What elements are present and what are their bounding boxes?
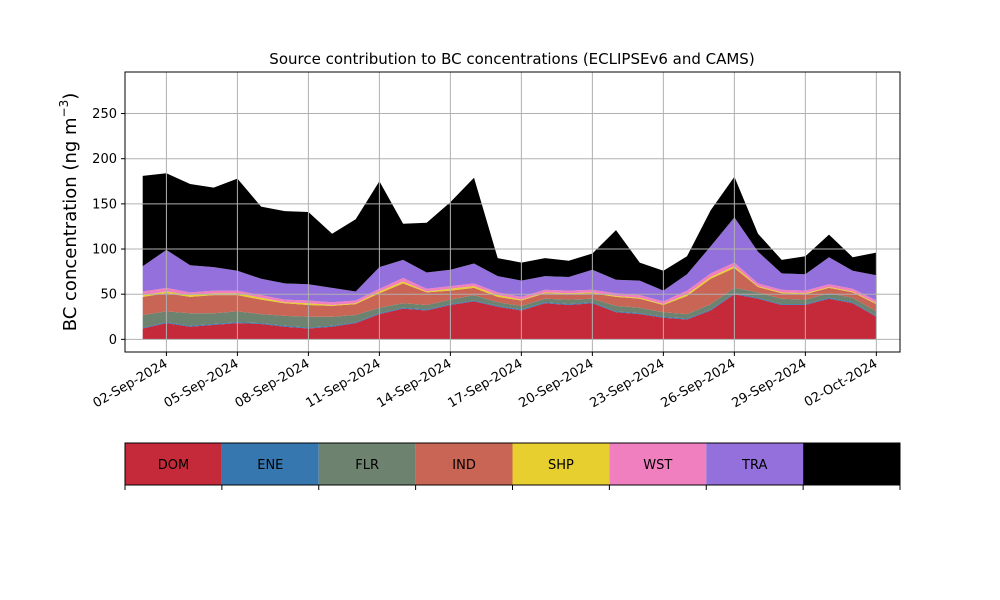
legend: DOM ENE FLR IND SHP WST TRA BB [124,442,901,490]
legend-swatch-wst [609,443,707,485]
legend-swatch-bb [803,443,900,485]
y-tick-label: 100 [92,243,117,258]
area-flr [142,287,877,328]
x-tick-label: 11-Sep-2024 [304,356,384,411]
legend-label-dom: DOM [158,458,189,473]
y-tick-label: 0 [109,333,117,348]
x-tick-label: 08-Sep-2024 [233,356,313,411]
grid-layer [125,72,900,352]
y-axis-label-close: ) [60,93,81,100]
y-tick-label: 50 [100,288,117,303]
area-layer [142,173,877,340]
x-tick-label: 17-Sep-2024 [446,356,526,411]
legend-swatch-tra [706,443,804,485]
legend-label-tra: TRA [741,458,767,473]
legend-label-ind: IND [452,458,476,473]
legend-label-flr: FLR [355,458,379,473]
x-tick-label: 26-Sep-2024 [659,356,739,411]
x-tick-label: 29-Sep-2024 [730,356,810,411]
chart-title: Source contribution to BC concentrations… [269,50,754,68]
x-tick-label: 20-Sep-2024 [517,356,597,411]
legend-label-wst: WST [643,458,672,473]
x-axis: 02-Sep-202405-Sep-202408-Sep-202411-Sep-… [91,352,880,411]
x-tick-label: 05-Sep-2024 [162,356,242,411]
legend-label-shp: SHP [548,458,574,473]
x-tick-label: 23-Sep-2024 [588,356,668,411]
area-ind [142,268,877,317]
y-axis-label-main: BC concentration (ng m [60,117,81,331]
y-tick-label: 250 [92,107,117,122]
y-axis-label-sup: −3 [57,100,71,118]
area-shp [142,266,877,306]
legend-swatch-flr [318,443,416,485]
y-axis-label: BC concentration (ng m−3) [57,93,81,332]
legend-swatch-ene [221,443,319,485]
x-tick-label: 02-Sep-2024 [91,356,171,411]
legend-label-bb: BB [843,458,861,473]
area-dom [142,294,877,340]
y-tick-label: 200 [92,152,117,167]
legend-label-ene: ENE [257,458,283,473]
x-tick-label: 14-Sep-2024 [375,356,455,411]
y-axis: 0 50 100 150 200 250 [92,107,125,348]
legend-swatch-ind [415,443,513,485]
y-tick-label: 150 [92,197,117,212]
plot-frame [124,71,901,353]
legend-swatch-shp [512,443,610,485]
area-bb [142,173,877,292]
area-wst [142,262,877,305]
area-tra [142,217,877,303]
x-tick-label: 02-Oct-2024 [802,356,880,410]
legend-frame [124,442,901,486]
legend-swatch-dom [125,443,222,485]
